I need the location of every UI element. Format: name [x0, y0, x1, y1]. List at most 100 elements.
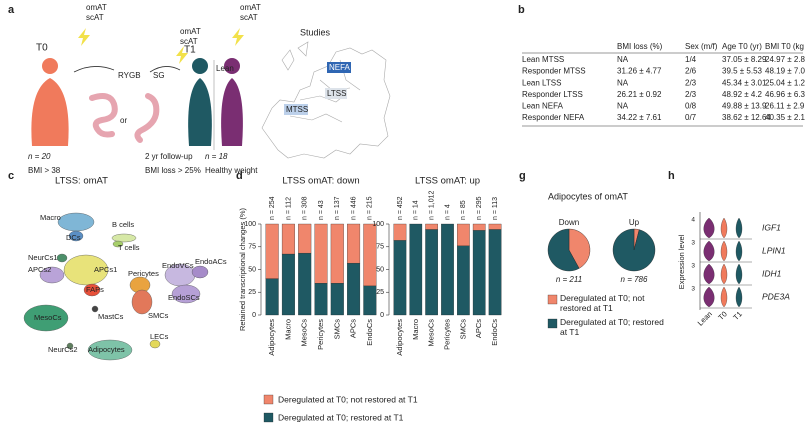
depot-label: omAT	[180, 27, 201, 36]
y-axis-label: Retained transcriptional changes (%)	[238, 208, 247, 331]
table-cell: 37.05 ± 8.29	[722, 55, 767, 64]
cluster	[39, 266, 65, 284]
x-tick-label: EndoCs	[365, 319, 374, 346]
cluster-label: SMCs	[148, 311, 169, 320]
lightning	[78, 28, 90, 46]
n-label: n = 112	[285, 197, 292, 220]
bar-segment	[347, 223, 361, 264]
stomach-sg	[134, 93, 160, 143]
table-cell: NA	[617, 78, 629, 87]
x-tick-label: Pericytes	[316, 319, 325, 350]
bar-segment	[298, 223, 312, 254]
x-tick-label: Macro	[283, 319, 292, 340]
table-header: Sex (m/f)	[685, 42, 718, 51]
violin	[703, 217, 715, 239]
map-outline	[297, 41, 309, 57]
x-tick-label: APCs	[474, 319, 483, 338]
y-tick-label: 0	[252, 312, 256, 319]
x-tick-label: Pericytes	[442, 319, 451, 350]
sample-size: n = 20	[28, 152, 51, 161]
cluster	[23, 304, 69, 332]
bar-segment	[314, 282, 328, 316]
bar-segment	[363, 223, 377, 287]
violin	[720, 217, 728, 239]
cluster-label: Macro	[40, 213, 61, 222]
bar-segment	[363, 285, 377, 316]
y-tick-label: 100	[372, 221, 384, 228]
bar-segment	[472, 230, 486, 316]
n-label: n = 113	[492, 197, 499, 220]
bar-segment	[393, 240, 407, 316]
site-box	[327, 62, 351, 73]
person-head	[42, 58, 58, 74]
table-cell: NA	[617, 102, 629, 111]
depot-label: scAT	[240, 13, 258, 22]
surgery-label: SG	[153, 71, 165, 80]
bar-segment	[425, 229, 438, 316]
pie-title: Up	[629, 218, 640, 227]
map-outline	[261, 47, 391, 159]
n-label: n = 254	[269, 196, 276, 220]
bar-segment	[488, 229, 502, 316]
table-cell: 39.5 ± 5.53	[722, 67, 763, 76]
table-cell: 38.62 ± 12.64	[722, 113, 771, 122]
person-body	[221, 78, 243, 146]
cluster-label: B cells	[112, 220, 134, 229]
bar-segment	[265, 278, 279, 316]
cluster-label: Pericytes	[128, 269, 159, 278]
bar-segment	[488, 223, 502, 230]
surgery-label: or	[120, 116, 127, 125]
pie-group-title: Adipocytes of omAT	[548, 191, 628, 201]
bar-segment	[457, 223, 470, 246]
cluster-label: MesoCs	[34, 313, 62, 322]
chart-title: LTSS omAT: down	[282, 176, 359, 187]
table-cell: 1/4	[685, 55, 697, 64]
bar-segment	[425, 223, 438, 230]
bar-segment	[457, 245, 470, 316]
bar-segment	[347, 262, 361, 316]
panel-letter: d	[236, 170, 243, 182]
violin	[720, 286, 728, 308]
x-tick-label: T1	[731, 309, 744, 322]
chart-title: LTSS omAT: up	[415, 176, 480, 187]
map-title: Studies	[300, 27, 331, 37]
x-tick-label: SMCs	[458, 319, 467, 340]
violin	[735, 240, 743, 262]
pie-slice	[547, 228, 580, 272]
depot-label: scAT	[86, 13, 104, 22]
cluster-label: Adipocytes	[88, 345, 125, 354]
surgery-label: RYGB	[118, 71, 141, 80]
n-label: n = 4	[444, 204, 451, 220]
y-tick-label: 25	[376, 289, 384, 296]
table-cell: 34.22 ± 7.61	[617, 113, 662, 122]
table-header: BMI T0 (kg m⁻²)	[765, 42, 805, 51]
legend-swatch	[263, 412, 274, 423]
bar-segment	[330, 282, 344, 316]
cluster	[149, 339, 161, 349]
violin	[720, 240, 728, 262]
sample-size: n = 18	[205, 152, 228, 161]
cluster-label: NeurCs2	[48, 345, 78, 354]
table-cell: Responder MTSS	[522, 67, 586, 76]
violin	[735, 286, 743, 308]
n-label: n = 211	[556, 275, 582, 284]
cluster	[91, 305, 99, 313]
person-body	[188, 78, 212, 146]
table-cell: 48.19 ± 7.01	[765, 67, 805, 76]
cluster	[63, 254, 109, 286]
n-label: n = 85	[460, 200, 467, 220]
cluster	[171, 284, 201, 304]
n-label: n = 137	[334, 196, 341, 220]
n-label: n = 446	[350, 196, 357, 220]
panel-letter: b	[518, 4, 525, 16]
gene-label: PDE3A	[762, 291, 790, 301]
criterion: BMI loss > 25%	[145, 166, 201, 175]
bar-segment	[265, 223, 279, 279]
cluster	[66, 342, 74, 350]
x-tick-label: Adipocytes	[395, 319, 404, 356]
pie-title: Down	[559, 218, 579, 227]
person-head	[224, 58, 240, 74]
lightning	[176, 46, 188, 64]
